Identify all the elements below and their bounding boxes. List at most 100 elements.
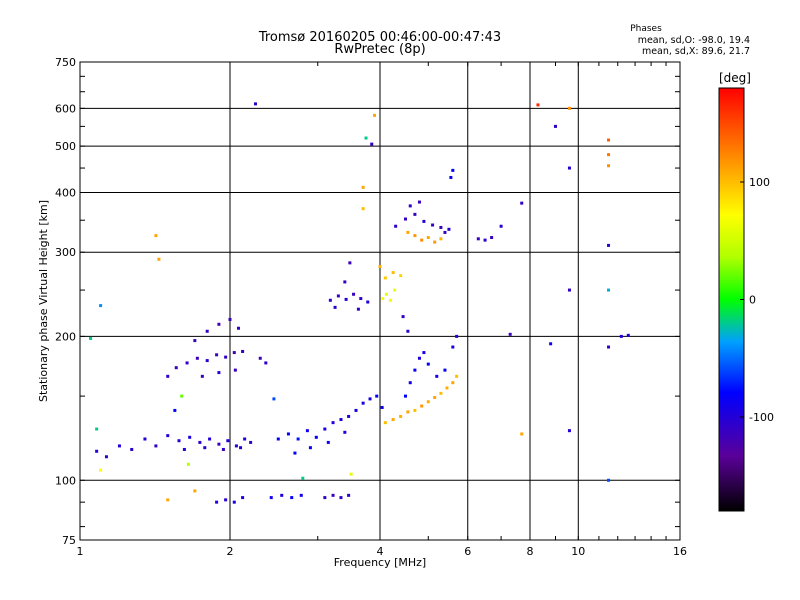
data-point [619,334,623,338]
data-point [203,446,207,450]
data-point [553,124,557,128]
data-point [403,394,407,398]
y-axis-label: Stationary phase Virtual Height [km] [37,200,50,402]
data-point [339,418,343,422]
data-point [217,371,221,375]
data-point [154,234,158,238]
data-point [314,435,318,439]
data-point [359,297,363,301]
data-point [383,421,387,425]
data-point [293,451,297,455]
data-point [413,408,417,412]
data-point [384,292,388,296]
data-point [232,500,236,504]
data-point [249,440,253,444]
data-point [308,446,312,450]
data-point [455,334,459,338]
data-point [305,429,309,433]
data-point [406,230,410,234]
data-point [352,292,356,296]
data-point [393,288,397,292]
data-point [276,437,280,441]
y-tick-label: 600 [55,102,76,115]
data-point [193,339,197,343]
colorbar-tick-label: -100 [749,411,774,424]
data-point [356,307,360,311]
data-point [193,489,197,493]
y-tick-label: 500 [55,140,76,153]
y-tick-label: 400 [55,186,76,199]
data-point [607,138,611,142]
data-point [177,439,181,443]
data-point [130,447,134,451]
data-point [347,493,351,497]
data-point [420,404,424,408]
data-point [378,265,382,269]
data-point [426,236,430,240]
data-point [408,381,412,385]
data-point [264,361,268,365]
data-point [217,442,221,446]
data-point [391,271,395,275]
data-point [239,446,243,450]
data-point [224,498,228,502]
data-point [426,362,430,366]
data-point [567,166,571,170]
data-point [226,439,230,443]
phases-o-stats: mean, sd,O: -98.0, 19.4 [638,35,750,46]
data-point [173,408,177,412]
y-tick-label: 100 [55,474,76,487]
data-point [567,429,571,433]
data-point [95,449,99,453]
data-point [443,368,447,372]
data-point [567,106,571,110]
phases-x-stats: mean, sd,X: 89.6, 21.7 [642,46,750,57]
data-point [301,476,305,480]
data-point [373,113,377,117]
data-point [333,305,337,309]
data-point [439,225,443,229]
data-point [208,437,212,441]
data-point [323,427,327,431]
data-point [348,261,352,265]
data-point [413,212,417,216]
grid-lines [80,62,680,540]
data-point [626,333,630,337]
data-point [420,238,424,242]
data-point [166,498,170,502]
data-point [536,103,540,107]
data-point [490,236,494,240]
data-point [439,237,443,241]
data-point [451,168,455,172]
data-point [182,447,186,451]
data-point [354,408,358,412]
data-point [401,315,405,319]
data-point [370,142,374,146]
data-point [607,478,611,482]
data-point [198,440,202,444]
data-point [439,391,443,395]
data-point [443,230,447,234]
data-point [331,493,335,497]
data-point [331,421,335,425]
data-point [205,329,209,333]
data-point [391,418,395,422]
x-tick-label: 6 [464,545,471,558]
data-point [228,317,232,321]
data-point [89,336,93,340]
data-point [343,430,347,434]
data-point [339,496,343,500]
y-tick-label: 200 [55,330,76,343]
data-point [166,434,170,438]
data-point [166,374,170,378]
chart-title: Tromsø 20160205 00:46:00-00:47:43 [258,30,501,45]
data-point [180,394,184,398]
data-point [269,496,273,500]
data-point [347,414,351,418]
colorbar [718,87,745,512]
data-point [406,410,410,414]
data-point [95,427,99,431]
data-point [195,356,199,360]
data-point [607,345,611,349]
data-point [154,444,158,448]
